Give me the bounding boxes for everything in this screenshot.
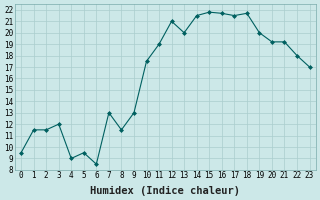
X-axis label: Humidex (Indice chaleur): Humidex (Indice chaleur) <box>90 186 240 196</box>
